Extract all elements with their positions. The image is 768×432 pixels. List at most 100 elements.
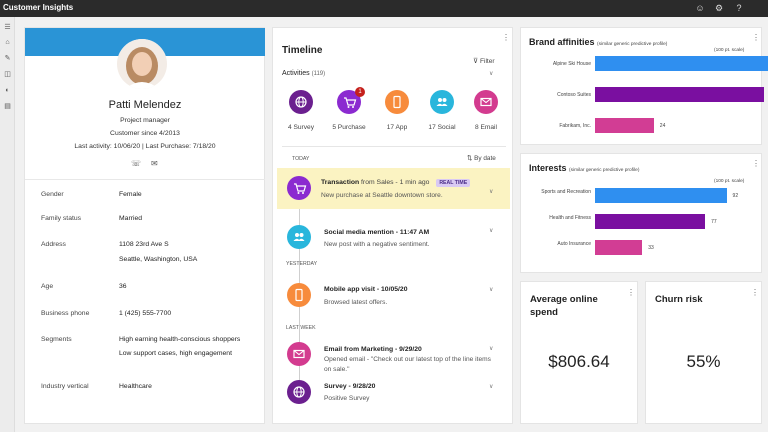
survey-item-description: Positive Survey — [324, 395, 370, 402]
mobile-icon — [287, 283, 311, 307]
bar[interactable] — [595, 214, 706, 229]
avatar — [117, 39, 167, 89]
timeline-title: Timeline — [282, 45, 323, 56]
segments-icon[interactable]: ◫ — [4, 71, 11, 78]
app-header: Customer Insights ☺ ⚙ ? — [0, 0, 768, 17]
mobile-item-description: Browsed latest offers. — [324, 299, 388, 306]
segments-label: Segments — [41, 336, 72, 343]
transaction-title: Transaction from Sales - 1 min ago REAL … — [321, 179, 471, 187]
average-spend-value: $806.64 — [548, 352, 610, 371]
bar-value-label: 24 — [659, 123, 666, 129]
app-title: Customer Insights — [3, 3, 74, 12]
bar-value-label: 92 — [732, 193, 739, 199]
measures-icon[interactable]: ◐ — [5, 87, 10, 94]
business-phone-label: Business phone — [41, 310, 90, 317]
chevron-down-icon[interactable]: ∨ — [489, 346, 494, 352]
gear-icon[interactable]: ⚙ — [714, 3, 724, 13]
cart-icon — [344, 97, 357, 108]
purchase-notification-badge: 1 — [355, 87, 365, 97]
pin-icon[interactable]: ✎ — [4, 55, 11, 62]
yesterday-label: YESTERDAY — [286, 261, 318, 267]
email-icon[interactable]: ✉ — [151, 159, 158, 168]
average-online-spend-card: Average online spend ⋮ $806.64 — [520, 281, 638, 424]
activities-label: Activities (119) — [282, 70, 326, 77]
transaction-description: New purchase at Seattle downtown store. — [321, 192, 443, 199]
contact-name: Patti Melendez — [108, 99, 182, 111]
globe-icon — [295, 96, 307, 108]
chevron-down-icon[interactable]: ∨ — [489, 287, 494, 293]
more-options-icon[interactable]: ⋮ — [752, 33, 760, 42]
sort-by-date-button[interactable]: ⇅ By date — [467, 155, 496, 162]
business-phone-value[interactable]: 1 (425) 555-7700 — [119, 310, 172, 317]
more-options-icon[interactable]: ⋮ — [502, 33, 510, 42]
interests-card: Interests (similar generic predictive pr… — [520, 153, 762, 273]
purchase-category-label: 5 Purchase — [332, 124, 366, 131]
email-item-description: Opened email - "Check out our latest top… — [324, 356, 491, 373]
hamburger-icon[interactable]: ☰ — [4, 24, 11, 31]
family-status-label: Family status — [41, 215, 82, 222]
help-icon[interactable]: ? — [736, 3, 742, 13]
divider — [25, 179, 265, 180]
activities-count: (119) — [311, 71, 326, 77]
average-spend-title: Average online spend — [530, 294, 598, 318]
envelope-icon — [480, 97, 492, 107]
app-category-button[interactable] — [385, 90, 409, 114]
people-icon — [287, 225, 311, 249]
phone-icon[interactable]: ☏ — [131, 159, 142, 168]
category-label: Contoso Suites — [557, 92, 591, 98]
home-icon[interactable]: ⌂ — [5, 39, 10, 46]
category-label: Alpine Ski House — [552, 61, 591, 67]
more-options-icon[interactable]: ⋮ — [751, 288, 759, 297]
bar[interactable] — [595, 188, 727, 203]
address-line2: Seattle, Washington, USA — [119, 256, 198, 263]
chevron-down-icon[interactable]: ∨ — [489, 71, 494, 77]
interests-chart-title: Interests (similar generic predictive pr… — [529, 163, 640, 173]
email-category-label: 8 Email — [475, 124, 497, 131]
smiley-icon[interactable]: ☺ — [695, 3, 705, 13]
more-options-icon[interactable]: ⋮ — [627, 288, 635, 297]
survey-category-button[interactable] — [289, 90, 313, 114]
bar[interactable] — [595, 118, 654, 133]
industry-value: Healthcare — [119, 383, 152, 390]
timeline-item-transaction[interactable]: Transaction from Sales - 1 min ago REAL … — [277, 168, 510, 209]
last-week-label: LAST WEEK — [286, 325, 316, 331]
bar[interactable] — [595, 56, 768, 71]
industry-label: Industry vertical — [41, 383, 89, 390]
address-line1: 1108 23rd Ave S — [119, 241, 169, 248]
category-label: Auto Insurance — [557, 241, 591, 247]
app-category-label: 17 App — [386, 124, 408, 131]
gender-label: Gender — [41, 191, 64, 198]
segment-1: High earning health-conscious shoppers — [119, 336, 241, 343]
social-category-button[interactable] — [430, 90, 454, 114]
bar-value-label: 33 — [648, 245, 654, 251]
survey-category-label: 4 Survey — [287, 124, 315, 131]
last-activity: Last activity: 10/06/20 | Last Purchase:… — [74, 143, 216, 150]
more-options-icon[interactable]: ⋮ — [752, 159, 760, 168]
email-item-title: Email from Marketing - 9/29/20 — [324, 346, 422, 353]
people-icon — [436, 98, 448, 106]
category-label: Fabrikam, Inc. — [559, 123, 591, 129]
left-nav-rail: ☰ ⌂ ✎ ◫ ◐ ▤ — [0, 17, 15, 432]
chevron-down-icon[interactable]: ∨ — [489, 384, 494, 390]
family-status-value: Married — [119, 215, 143, 222]
customer-since: Customer since 4/2013 — [110, 130, 180, 137]
age-value: 36 — [119, 283, 127, 290]
real-time-badge: REAL TIME — [436, 179, 471, 187]
category-label: Health and Fitness — [549, 215, 591, 221]
brand-scale-label: (100 pt. scale) — [714, 48, 745, 53]
filter-icon: ⊽ — [473, 58, 479, 65]
bar[interactable] — [595, 87, 765, 102]
address-label: Address — [41, 241, 66, 248]
segment-2: Low support cases, high engagement — [119, 350, 232, 357]
chevron-down-icon[interactable]: ∨ — [489, 189, 494, 195]
social-category-label: 17 Social — [428, 124, 456, 131]
data-icon[interactable]: ▤ — [4, 103, 11, 110]
filter-button[interactable]: ⊽ Filter — [473, 58, 495, 65]
email-category-button[interactable] — [474, 90, 498, 114]
brand-affinities-card: Brand affinities (similar generic predic… — [520, 27, 768, 145]
survey-item-title: Survey - 9/28/20 — [324, 383, 376, 390]
bar[interactable] — [595, 240, 643, 255]
churn-risk-title: Churn risk — [655, 294, 703, 305]
chevron-down-icon[interactable]: ∨ — [489, 228, 494, 234]
timeline-card: Timeline ⋮ ⊽ Filter Activities (119) ∨ 4… — [272, 27, 513, 424]
